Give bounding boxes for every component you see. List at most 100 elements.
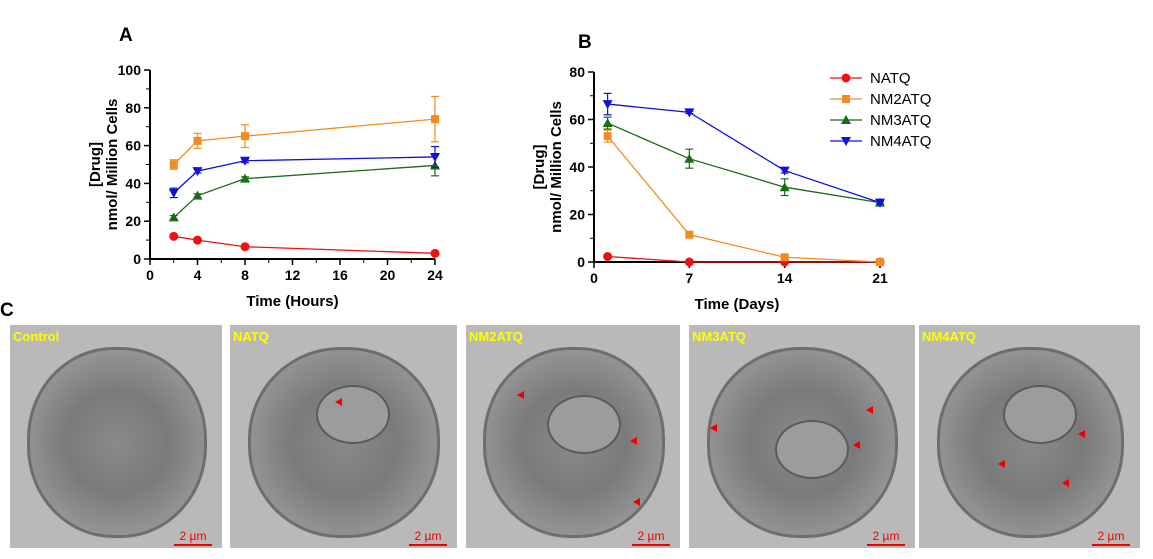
red-arrow-icon	[517, 391, 524, 399]
red-arrow-icon	[853, 441, 860, 449]
data-point-NM3ATQ	[779, 182, 790, 192]
y-tick-label: 20	[125, 213, 141, 229]
tem-image-nm3atq: NM3ATQ 2 µm	[689, 325, 915, 548]
data-point-NATQ	[169, 231, 179, 241]
x-tick-label: 24	[427, 267, 443, 283]
data-point-NM2ATQ	[603, 132, 612, 141]
image-label: NM3ATQ	[692, 329, 746, 344]
data-point-NM4ATQ	[602, 100, 613, 110]
red-arrow-icon	[1062, 479, 1069, 487]
data-point-NATQ	[684, 257, 694, 267]
x-tick-label: 0	[146, 267, 154, 283]
red-arrow-icon	[998, 460, 1005, 468]
y-tick-label: 0	[133, 251, 141, 267]
x-tick-label: 8	[241, 267, 249, 283]
data-point-NM4ATQ	[779, 166, 790, 176]
data-point-NM4ATQ	[240, 156, 250, 166]
x-tick-label: 20	[380, 267, 396, 283]
series-line-NM2ATQ	[173, 118, 436, 165]
nucleus	[316, 385, 391, 444]
legend-label-NM4ATQ: NM4ATQ	[870, 133, 931, 150]
y-tick-label: 40	[125, 175, 141, 191]
image-label: Control	[13, 329, 60, 344]
y-tick-label: 100	[118, 62, 142, 78]
y-tick-label: 60	[125, 138, 141, 154]
data-point-NATQ	[603, 252, 613, 262]
scale-bar: 2 µm	[1092, 529, 1130, 546]
x-tick-label: 16	[332, 267, 348, 283]
legend-marker-NATQ	[841, 73, 851, 83]
data-point-NATQ	[193, 235, 202, 245]
data-point-NM3ATQ	[602, 118, 613, 128]
data-point-NM2ATQ	[876, 258, 884, 266]
y-tick-label: 80	[569, 64, 585, 80]
scale-bar: 2 µm	[409, 529, 447, 546]
series-line-NM2ATQ	[607, 135, 881, 263]
image-label: NATQ	[233, 329, 269, 344]
image-label: NM4ATQ	[922, 329, 976, 344]
series-line-NM4ATQ	[173, 156, 436, 194]
data-point-NM2ATQ	[169, 160, 178, 169]
data-point-NM4ATQ	[684, 108, 695, 118]
data-point-NM3ATQ	[192, 190, 203, 200]
red-arrow-icon	[866, 406, 873, 414]
red-arrow-icon	[1078, 430, 1085, 438]
panel-label-a: A	[119, 25, 133, 46]
y-tick-label: 80	[125, 100, 141, 116]
data-point-NM4ATQ	[875, 198, 885, 208]
x-tick-label: 21	[872, 270, 888, 286]
x-tick-label: 14	[777, 270, 793, 286]
y-tick-label: 40	[569, 159, 585, 175]
tem-image-control: Control 2 µm	[10, 325, 222, 548]
data-point-NM4ATQ	[168, 188, 179, 198]
nucleus	[547, 395, 622, 454]
data-point-NM3ATQ	[684, 153, 695, 163]
scale-bar: 2 µm	[174, 529, 212, 546]
x-axis-label: Time (Hours)	[246, 293, 338, 310]
series-line-NATQ	[607, 255, 880, 263]
legend-marker-NM3ATQ	[841, 115, 851, 124]
data-point-NATQ	[430, 248, 440, 258]
tem-image-natq: NATQ 2 µm	[230, 325, 457, 548]
scale-bar: 2 µm	[867, 529, 905, 546]
data-point-NM2ATQ	[780, 253, 789, 262]
data-point-NM3ATQ	[240, 173, 250, 183]
series-line-NM4ATQ	[607, 103, 881, 204]
legend-label-NATQ: NATQ	[870, 70, 911, 87]
y-axis-label: [Drug]	[531, 145, 548, 190]
legend-label-NM3ATQ: NM3ATQ	[870, 112, 931, 129]
data-point-NM2ATQ	[241, 132, 249, 141]
cell	[26, 347, 207, 538]
red-arrow-icon	[630, 437, 637, 445]
legend-marker-NM2ATQ	[842, 95, 850, 103]
x-tick-label: 7	[685, 270, 693, 286]
data-point-NATQ	[240, 242, 250, 252]
legend-marker-NM4ATQ	[841, 137, 851, 146]
tem-image-nm2atq: NM2ATQ 2 µm	[466, 325, 680, 548]
data-point-NM4ATQ	[430, 152, 440, 162]
x-axis-label: Time (Days)	[695, 296, 780, 313]
y-tick-label: 60	[569, 112, 585, 128]
charts: 0 20 40 60 80 100 0 4 8 12 16 20 24 Time (Hours) [Drug…	[87, 62, 931, 313]
scale-bar: 2 µm	[632, 529, 670, 546]
data-point-NM4ATQ	[192, 167, 203, 177]
tem-image-nm4atq: NM4ATQ 2 µm	[919, 325, 1140, 548]
data-point-NM2ATQ	[685, 230, 694, 239]
y-axis-label: nmol/ Million Cells	[104, 99, 121, 231]
series-line-NM3ATQ	[173, 164, 436, 218]
y-tick-label: 0	[577, 254, 585, 270]
image-label: NM2ATQ	[469, 329, 523, 344]
red-arrow-icon	[633, 498, 640, 506]
data-point-NM2ATQ	[193, 136, 202, 145]
series-line-NM3ATQ	[607, 122, 881, 204]
nucleus	[774, 420, 849, 479]
data-point-NM3ATQ	[168, 212, 179, 222]
x-tick-label: 0	[590, 270, 598, 286]
red-arrow-icon	[335, 398, 342, 406]
x-tick-label: 4	[194, 267, 202, 283]
y-axis-label: [Drug]	[87, 142, 104, 187]
panel-label-c: C	[0, 300, 14, 321]
legend-label-NM2ATQ: NM2ATQ	[870, 91, 931, 108]
nucleus	[1002, 385, 1077, 444]
